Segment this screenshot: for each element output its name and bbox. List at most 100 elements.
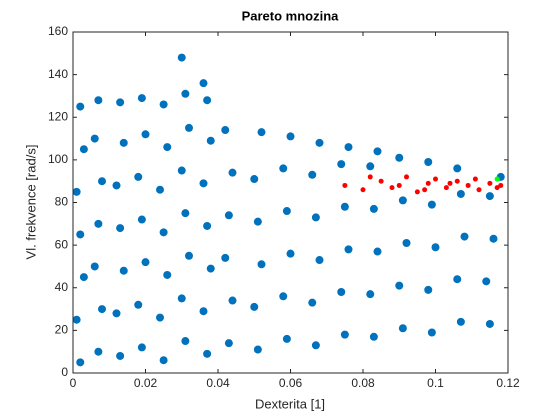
x-axis-label: Dexterita [1] bbox=[255, 396, 325, 411]
point bbox=[257, 128, 266, 137]
point bbox=[369, 204, 378, 213]
point bbox=[112, 181, 121, 190]
point bbox=[315, 256, 324, 265]
point bbox=[360, 187, 366, 193]
point bbox=[424, 285, 433, 294]
point bbox=[185, 123, 193, 132]
point bbox=[311, 341, 320, 350]
point bbox=[76, 102, 85, 111]
point bbox=[224, 211, 233, 220]
point bbox=[395, 153, 404, 162]
y-tick-label: 100 bbox=[48, 152, 68, 166]
point bbox=[116, 98, 125, 107]
point bbox=[116, 224, 125, 233]
point bbox=[253, 345, 262, 354]
point bbox=[159, 100, 168, 109]
point bbox=[94, 219, 103, 228]
point bbox=[498, 182, 504, 188]
point bbox=[404, 174, 409, 180]
point bbox=[422, 187, 428, 193]
point bbox=[137, 215, 146, 224]
point bbox=[156, 313, 164, 322]
point bbox=[373, 247, 382, 256]
y-tick-label: 140 bbox=[48, 67, 68, 81]
point bbox=[337, 288, 346, 297]
point bbox=[177, 53, 186, 62]
point bbox=[98, 177, 106, 186]
point bbox=[476, 187, 482, 193]
point bbox=[494, 176, 500, 182]
point bbox=[134, 300, 143, 309]
point bbox=[116, 351, 125, 360]
y-tick-label: 120 bbox=[48, 109, 68, 123]
point bbox=[494, 185, 500, 191]
x-tick-label: 0.12 bbox=[496, 376, 520, 390]
point bbox=[94, 347, 103, 356]
point bbox=[414, 189, 420, 195]
point bbox=[366, 290, 375, 299]
point bbox=[177, 294, 186, 303]
point bbox=[337, 160, 346, 169]
y-tick-label: 0 bbox=[61, 365, 68, 379]
point bbox=[465, 182, 471, 188]
point bbox=[424, 158, 433, 167]
point bbox=[119, 266, 128, 275]
point bbox=[257, 260, 266, 269]
point bbox=[79, 273, 88, 282]
point bbox=[425, 180, 431, 186]
point bbox=[402, 238, 411, 247]
point bbox=[206, 136, 215, 145]
point bbox=[396, 182, 402, 188]
point bbox=[447, 180, 453, 186]
point bbox=[456, 189, 465, 198]
x-tick-label: 0.02 bbox=[134, 376, 158, 390]
point bbox=[482, 277, 491, 286]
point bbox=[137, 343, 146, 352]
point bbox=[489, 234, 498, 243]
point bbox=[366, 162, 375, 171]
point bbox=[308, 170, 317, 179]
x-tick-label: 0.1 bbox=[427, 376, 444, 390]
point bbox=[137, 94, 146, 103]
point bbox=[311, 213, 320, 222]
point bbox=[221, 253, 230, 262]
point bbox=[163, 143, 172, 152]
y-axis-label: Vl. frekvence [rad/s] bbox=[23, 145, 38, 260]
point bbox=[98, 305, 106, 314]
point bbox=[342, 182, 348, 188]
point bbox=[203, 349, 212, 358]
point bbox=[373, 147, 382, 156]
x-tick-label: 0.04 bbox=[206, 376, 230, 390]
point bbox=[443, 185, 449, 191]
point bbox=[90, 262, 99, 271]
point bbox=[395, 281, 404, 290]
point bbox=[72, 315, 81, 324]
point bbox=[203, 221, 212, 230]
point bbox=[369, 332, 378, 341]
point bbox=[460, 232, 469, 241]
point bbox=[185, 251, 193, 260]
point bbox=[282, 207, 291, 216]
point bbox=[134, 172, 143, 181]
point bbox=[90, 134, 99, 143]
point bbox=[224, 339, 233, 348]
x-tick-label: 0.08 bbox=[351, 376, 375, 390]
y-tick-label: 20 bbox=[55, 323, 69, 337]
point bbox=[487, 180, 493, 186]
point bbox=[94, 96, 103, 105]
point bbox=[485, 192, 494, 201]
point bbox=[340, 330, 349, 339]
point bbox=[163, 270, 172, 279]
point bbox=[79, 145, 88, 154]
point bbox=[286, 249, 295, 258]
point bbox=[119, 138, 128, 147]
point bbox=[378, 178, 384, 184]
point bbox=[181, 89, 190, 98]
point bbox=[431, 243, 440, 252]
point bbox=[308, 298, 317, 307]
point bbox=[340, 202, 349, 211]
point bbox=[181, 209, 190, 218]
point bbox=[472, 176, 478, 182]
